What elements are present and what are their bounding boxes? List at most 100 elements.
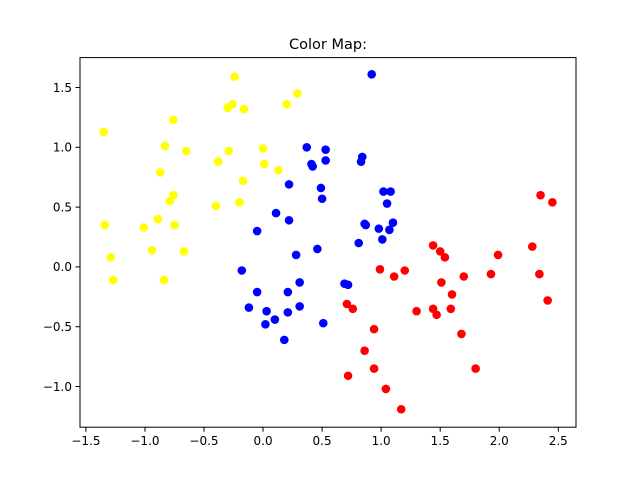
data-point-2-5 <box>369 364 379 373</box>
data-point-1-36 <box>382 199 392 208</box>
data-point-1-37 <box>385 225 394 235</box>
data-point-0-26 <box>259 159 269 169</box>
data-point-2-15 <box>435 247 445 256</box>
y-tick-label-1: −0.5 <box>43 320 72 334</box>
data-point-1-21 <box>317 194 327 204</box>
data-point-1-31 <box>361 220 371 230</box>
data-point-1-4 <box>261 320 270 329</box>
data-point-1-32 <box>367 70 377 79</box>
x-tick-label-0: −1.5 <box>71 434 100 448</box>
data-point-1-29 <box>357 152 367 162</box>
data-point-0-22 <box>235 198 244 207</box>
data-point-2-25 <box>528 242 537 251</box>
data-point-1-8 <box>280 335 289 345</box>
y-tick-label-0: −1.0 <box>43 380 72 394</box>
data-point-1-20 <box>316 183 326 193</box>
data-point-0-7 <box>156 168 165 177</box>
data-point-2-18 <box>446 304 456 314</box>
data-point-2-28 <box>543 296 552 305</box>
data-point-0-27 <box>274 165 283 175</box>
data-point-1-19 <box>313 244 322 254</box>
data-point-2-26 <box>535 269 544 279</box>
data-point-0-11 <box>169 190 178 200</box>
data-point-1-7 <box>271 208 281 218</box>
data-point-1-6 <box>270 315 280 324</box>
data-point-2-9 <box>396 404 406 414</box>
data-point-0-3 <box>108 275 118 285</box>
x-tick-label-6: 1.5 <box>431 434 450 448</box>
x-tick-label-1: −1.0 <box>130 434 159 448</box>
y-tick-label-3: 0.5 <box>53 200 72 214</box>
data-point-2-4 <box>369 324 379 334</box>
data-point-1-13 <box>291 250 301 260</box>
data-point-2-17 <box>440 253 450 262</box>
data-point-0-25 <box>258 144 268 153</box>
data-point-1-12 <box>284 180 294 189</box>
data-point-1-34 <box>378 235 387 244</box>
data-point-1-22 <box>318 318 328 328</box>
chart-title: Color Map: <box>289 37 367 53</box>
data-point-2-10 <box>400 266 410 275</box>
data-point-0-21 <box>230 72 239 82</box>
data-point-0-19 <box>224 146 234 156</box>
data-point-1-18 <box>308 162 317 171</box>
data-point-0-16 <box>211 201 221 211</box>
data-point-0-4 <box>139 223 149 232</box>
data-point-2-11 <box>412 306 421 316</box>
data-point-0-9 <box>160 141 170 151</box>
data-point-0-28 <box>282 99 291 109</box>
data-point-1-27 <box>354 238 364 248</box>
data-point-2-19 <box>447 290 457 299</box>
x-tick-label-2: −0.5 <box>189 434 218 448</box>
data-point-0-20 <box>228 99 237 109</box>
data-point-1-15 <box>295 278 304 287</box>
data-point-0-23 <box>238 176 248 186</box>
y-tick-label-2: 0.0 <box>53 260 72 274</box>
data-point-1-24 <box>321 145 330 154</box>
data-point-2-29 <box>548 198 557 207</box>
data-point-0-14 <box>179 247 189 256</box>
data-point-1-39 <box>388 218 398 227</box>
data-point-2-12 <box>428 241 438 250</box>
data-point-0-8 <box>159 275 169 285</box>
data-point-0-17 <box>213 157 223 166</box>
data-point-1-38 <box>386 187 395 196</box>
data-point-2-2 <box>348 304 358 314</box>
x-tick-label-3: 0.0 <box>254 434 273 448</box>
data-point-1-11 <box>284 215 294 225</box>
data-point-0-12 <box>169 115 178 125</box>
data-point-2-16 <box>437 278 446 287</box>
data-point-2-0 <box>342 299 352 309</box>
data-point-2-8 <box>389 272 399 281</box>
x-tick-label-5: 1.0 <box>372 434 391 448</box>
data-point-2-1 <box>343 371 353 381</box>
data-point-2-3 <box>360 346 369 355</box>
data-point-0-1 <box>100 220 110 230</box>
data-point-1-2 <box>252 287 262 297</box>
data-point-2-22 <box>471 364 480 373</box>
data-point-2-7 <box>381 384 391 394</box>
data-point-2-23 <box>486 269 496 279</box>
data-point-2-14 <box>432 310 441 320</box>
data-point-0-13 <box>170 220 179 230</box>
data-point-1-26 <box>343 280 353 290</box>
axes-frame <box>79 57 577 428</box>
x-tick-label-4: 0.5 <box>313 434 332 448</box>
data-point-2-24 <box>493 250 503 260</box>
points-layer <box>99 70 557 414</box>
data-point-0-29 <box>293 89 302 98</box>
data-point-0-0 <box>99 127 108 137</box>
y-tick-label-5: 1.5 <box>53 81 72 95</box>
data-point-1-0 <box>237 266 247 275</box>
data-point-2-6 <box>375 265 385 274</box>
data-point-1-5 <box>262 306 271 316</box>
data-point-2-21 <box>459 272 469 281</box>
data-point-1-1 <box>244 303 254 312</box>
ticks-layer: −1.5 −1.0 −0.5 0.0 0.5 1.0 1.5 2.0 2.5 −1.0 −0.5 0.… <box>43 81 568 448</box>
data-point-0-24 <box>239 104 249 114</box>
data-point-1-10 <box>283 287 293 297</box>
data-point-1-35 <box>379 187 388 196</box>
data-point-0-5 <box>147 245 157 255</box>
data-point-1-23 <box>321 156 330 165</box>
